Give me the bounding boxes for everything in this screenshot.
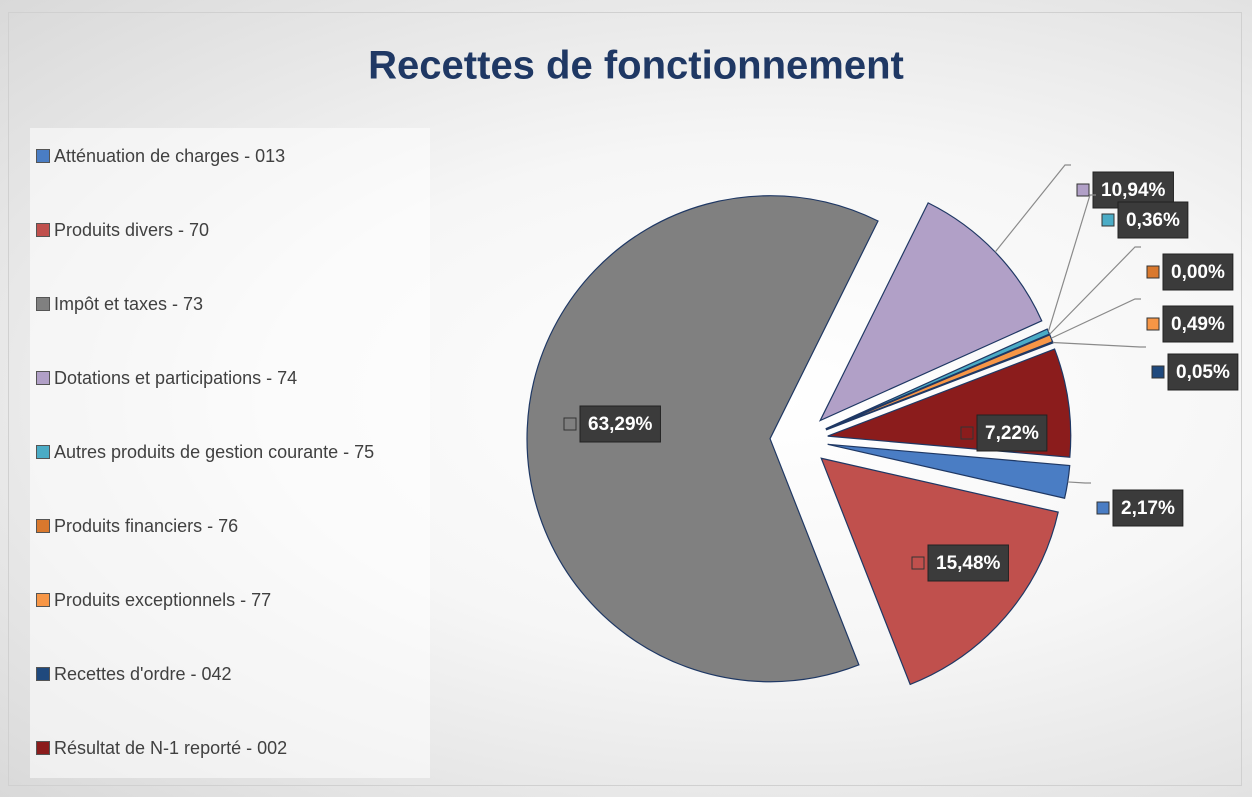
leader-line xyxy=(1050,298,1141,339)
legend-label: Impôt et taxes - 73 xyxy=(54,294,204,314)
data-label: 0,36% xyxy=(1047,194,1189,332)
label-text: 0,49% xyxy=(1171,314,1225,335)
label-box xyxy=(1112,489,1184,527)
label-box xyxy=(1167,353,1239,391)
label-box xyxy=(1117,201,1189,239)
chart-frame xyxy=(8,12,1242,786)
label-text: 2,17% xyxy=(1121,498,1175,519)
pie-slice xyxy=(827,443,1071,499)
legend-swatch xyxy=(36,445,50,459)
label-text: 10,94% xyxy=(1101,180,1166,201)
legend-item: Impôt et taxes - 73 xyxy=(36,291,428,318)
legend-item: Produits exceptionnels - 77 xyxy=(36,587,428,614)
leader-line xyxy=(1049,246,1141,335)
data-label: 63,29% xyxy=(563,405,661,443)
legend-item: Autres produits de gestion courante - 75 xyxy=(36,439,428,466)
label-text: 15,48% xyxy=(936,553,1001,574)
pie-slice xyxy=(526,195,879,683)
legend-swatch xyxy=(36,223,50,237)
legend-label: Atténuation de charges - 013 xyxy=(54,146,286,166)
legend-label: Recettes d'ordre - 042 xyxy=(54,664,232,684)
legend-item: Recettes d'ordre - 042 xyxy=(36,661,428,688)
label-box xyxy=(1162,305,1234,343)
label-swatch xyxy=(1076,183,1090,197)
legend-label: Produits financiers - 76 xyxy=(54,516,239,536)
legend-swatch xyxy=(36,741,50,755)
leader-line xyxy=(994,164,1071,253)
label-text: 0,36% xyxy=(1126,210,1180,231)
legend-swatch xyxy=(36,371,50,385)
data-label: 0,00% xyxy=(1049,246,1234,335)
legend-label: Produits divers - 70 xyxy=(54,220,210,240)
chart-title: Recettes de fonctionnement xyxy=(368,44,904,88)
data-label: 0,05% xyxy=(1052,341,1239,391)
label-swatch xyxy=(1151,365,1165,379)
label-text: 7,22% xyxy=(985,423,1039,444)
legend-label: Autres produits de gestion courante - 75 xyxy=(54,442,375,462)
data-label: 0,49% xyxy=(1050,298,1234,343)
legend-label: Résultat de N-1 reporté - 002 xyxy=(54,738,288,758)
legend-label: Dotations et participations - 74 xyxy=(54,368,298,388)
label-box xyxy=(1162,253,1234,291)
legend-swatch xyxy=(36,149,50,163)
legend-item: Résultat de N-1 reporté - 002 xyxy=(36,735,428,762)
label-text: 0,05% xyxy=(1176,362,1230,383)
data-label: 2,17% xyxy=(1067,481,1184,527)
legend-item: Produits financiers - 76 xyxy=(36,513,428,540)
legend-label: Produits exceptionnels - 77 xyxy=(54,590,272,610)
label-swatch xyxy=(1101,213,1115,227)
leader-line xyxy=(1052,341,1146,348)
label-swatch xyxy=(911,556,925,570)
legend-item: Produits divers - 70 xyxy=(36,217,428,244)
legend-swatch xyxy=(36,593,50,607)
label-box xyxy=(976,414,1048,452)
label-swatch xyxy=(1096,501,1110,515)
label-text: 63,29% xyxy=(588,414,653,435)
label-swatch xyxy=(1146,317,1160,331)
label-swatch xyxy=(1146,265,1160,279)
label-swatch xyxy=(563,417,577,431)
data-label: 15,48% xyxy=(911,544,1009,582)
legend: Atténuation de charges - 013 Produits div… xyxy=(30,128,430,778)
label-box xyxy=(579,405,661,443)
legend-item: Atténuation de charges - 013 xyxy=(36,143,428,170)
pie-slice xyxy=(818,202,1043,422)
legend-swatch xyxy=(36,297,50,311)
legend-item: Dotations et participations - 74 xyxy=(36,365,428,392)
label-text: 0,00% xyxy=(1171,262,1225,283)
leader-line xyxy=(1067,481,1091,484)
data-label: 7,22% xyxy=(960,414,1048,452)
label-swatch xyxy=(960,426,974,440)
label-box xyxy=(927,544,1009,582)
leader-line xyxy=(1047,194,1096,332)
legend-swatch xyxy=(36,519,50,533)
legend-swatch xyxy=(36,667,50,681)
